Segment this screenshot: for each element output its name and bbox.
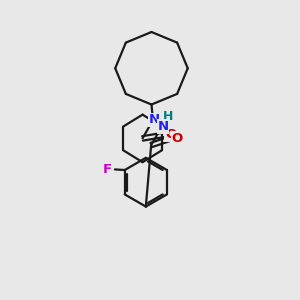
Text: H: H xyxy=(163,110,173,123)
Text: O: O xyxy=(165,128,176,141)
Text: F: F xyxy=(102,163,111,176)
Text: O: O xyxy=(171,132,183,145)
Text: N: N xyxy=(158,120,169,133)
Text: N: N xyxy=(148,113,160,127)
